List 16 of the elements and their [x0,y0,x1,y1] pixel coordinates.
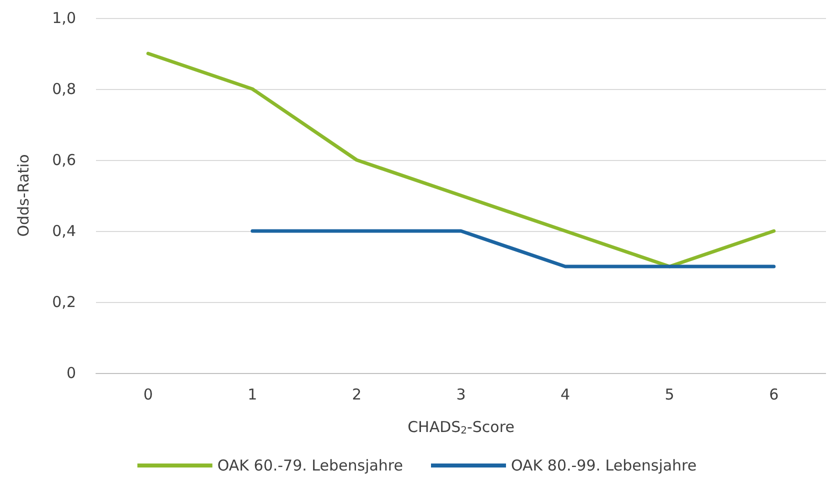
x-tick-label: 5 [664,386,674,404]
legend-label: OAK 60.-79. Lebensjahre [217,456,403,474]
y-tick-label: 1,0 [52,9,76,27]
y-tick-label: 0,4 [52,222,76,240]
x-tick-label: 2 [352,386,362,404]
x-tick-label: 6 [769,386,779,404]
y-tick-label: 0,8 [52,80,76,98]
x-tick-label: 1 [248,386,258,404]
x-tick-label: 0 [143,386,153,404]
x-tick-label: 3 [456,386,466,404]
y-tick-label: 0,6 [52,151,76,169]
x-tick-label: 4 [560,386,570,404]
y-tick-label: 0 [66,364,76,382]
y-axis-title: Odds-Ratio [14,154,32,237]
y-tick-label: 0,2 [52,293,76,311]
legend-label: OAK 80.-99. Lebensjahre [511,456,697,474]
